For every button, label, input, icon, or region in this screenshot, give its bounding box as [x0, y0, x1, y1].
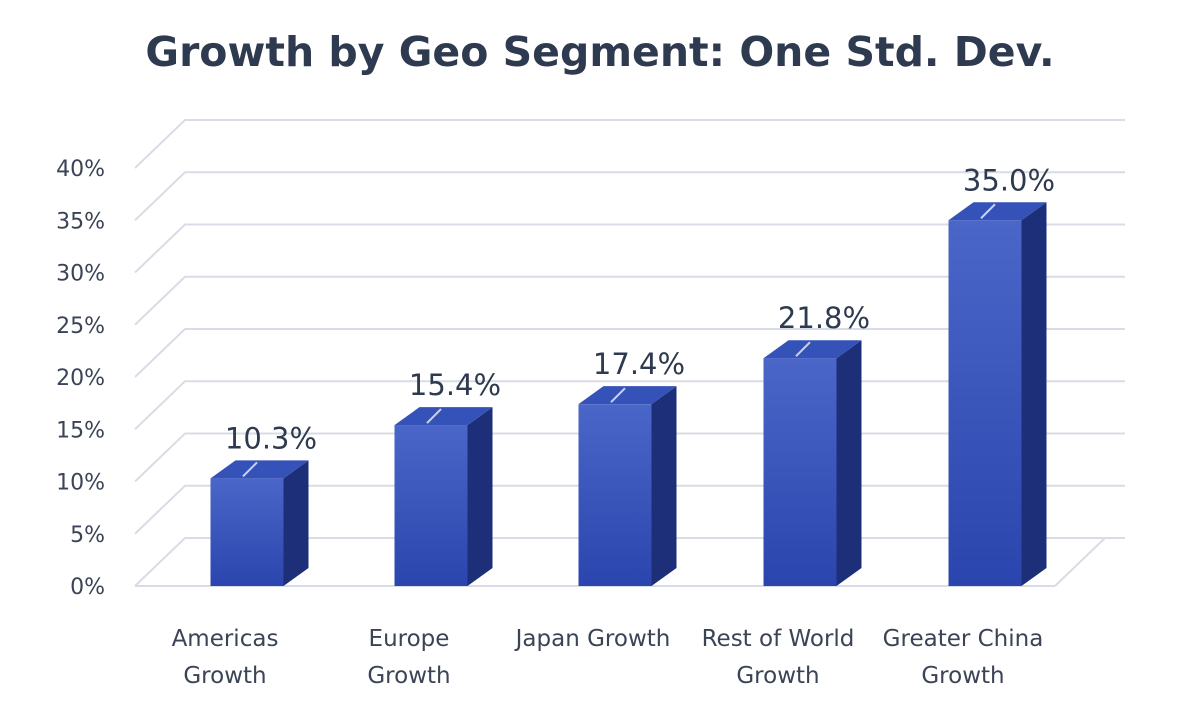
y-tick-label: 10%: [56, 471, 105, 496]
y-tick-label: 15%: [56, 418, 105, 443]
label-leader: [242, 461, 258, 478]
bar: [210, 460, 309, 586]
bar-top-face: [578, 386, 677, 405]
category-label-line: Growth: [183, 663, 266, 689]
bar-top-face: [394, 407, 493, 426]
category-label-line: Growth: [367, 663, 450, 689]
bar-side-face: [651, 386, 677, 586]
bar: [763, 340, 862, 586]
category-label-line: Growth: [921, 663, 1004, 689]
bar-top-face: [763, 340, 862, 359]
label-leader: [980, 203, 996, 219]
category-label-line: Europe: [369, 626, 450, 652]
y-tick-label: 25%: [56, 314, 105, 339]
label-leader: [426, 408, 442, 424]
label-leader: [610, 387, 626, 403]
label-leader: [795, 341, 811, 357]
data-label: 35.0%: [963, 163, 1055, 197]
bar-front-face: [210, 478, 284, 586]
category-label-line: Americas: [172, 626, 279, 652]
bar-front-face: [948, 220, 1022, 586]
bar-front-face: [763, 358, 837, 586]
data-label: 10.3%: [225, 421, 317, 455]
category-label: Japan Growth: [514, 626, 671, 652]
bar-side-face: [467, 407, 493, 586]
y-tick-label: 35%: [56, 209, 105, 234]
data-label: 21.8%: [778, 301, 870, 335]
bar-side-face: [836, 340, 862, 586]
y-tick-label: 0%: [70, 575, 105, 600]
y-tick-label: 5%: [70, 523, 105, 548]
gridline: [134, 275, 1125, 326]
category-labels: Americas Growth Europe Growth Japan Growth Re…: [172, 626, 1044, 689]
y-tick-label: 20%: [56, 366, 105, 391]
data-label: 17.4%: [593, 347, 685, 381]
gridline: [134, 119, 1125, 169]
category-label: Americas Growth: [172, 626, 279, 689]
category-label: Rest of World Growth: [702, 626, 855, 689]
bar-top-face: [948, 202, 1047, 221]
data-label: 15.4%: [409, 368, 501, 402]
floor-right-edge: [1054, 537, 1106, 587]
category-label: Greater China Growth: [883, 626, 1044, 689]
bar: [394, 407, 493, 586]
gridline: [134, 171, 1125, 221]
chart-title: Growth by Geo Segment: One Std. Dev.: [145, 28, 1055, 76]
data-labels: 10.3% 15.4% 17.4% 21.8% 35.0%: [225, 163, 1055, 455]
bar-top-face: [210, 460, 309, 479]
bar-front-face: [394, 425, 468, 586]
bar-side-face: [1021, 202, 1047, 586]
bars: [210, 202, 1047, 586]
bar-side-face: [283, 460, 309, 586]
category-label-line: Rest of World: [702, 626, 855, 652]
category-label-line: Growth: [736, 663, 819, 689]
bar-front-face: [578, 404, 652, 586]
gridline: [134, 223, 1125, 274]
category-label-line: Greater China: [883, 626, 1044, 652]
bar: [578, 386, 677, 586]
y-tick-label: 40%: [56, 157, 105, 182]
category-label-line: Japan Growth: [514, 626, 671, 652]
y-axis-ticks: 0% 5% 10% 15% 20% 25% 30% 35% 40%: [56, 157, 105, 600]
y-tick-label: 30%: [56, 262, 105, 287]
gridline: [134, 328, 1125, 378]
bar: [948, 202, 1047, 586]
category-label: Europe Growth: [367, 626, 450, 689]
